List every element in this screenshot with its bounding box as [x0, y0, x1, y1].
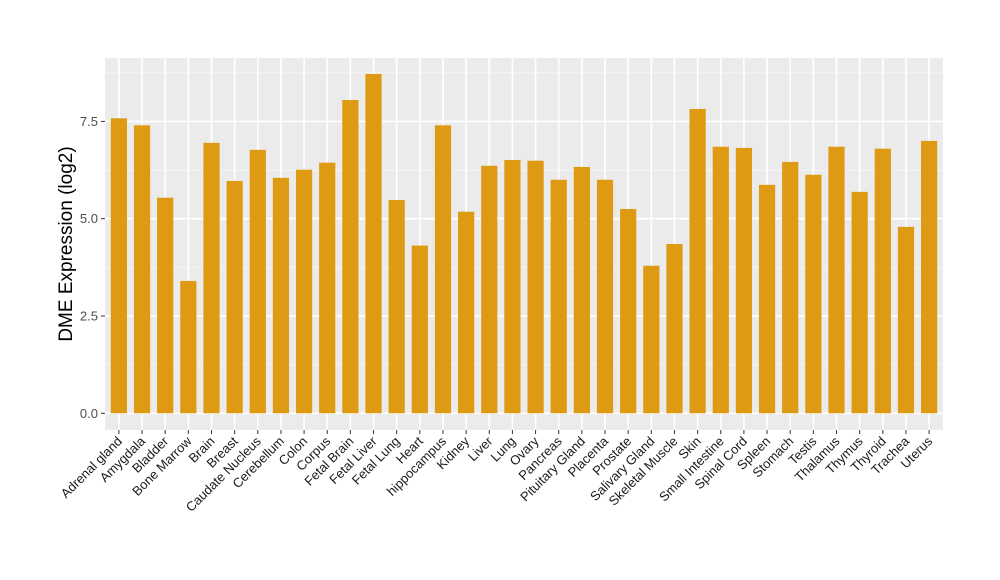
bar-trachea [897, 226, 915, 414]
bar-brain [203, 142, 220, 414]
bar-thalamus [828, 146, 845, 414]
bar-fetal-lung [388, 200, 405, 414]
bar-testis [805, 174, 822, 414]
bar-fetal-brain [342, 100, 359, 414]
y-tick-label: 2.5 [80, 308, 98, 323]
bar-corpus [319, 162, 336, 414]
bar-breast [226, 180, 243, 414]
bar-hippocampus [434, 125, 452, 414]
bar-liver [481, 165, 498, 414]
bar-spleen [758, 184, 776, 414]
bar-uterus [921, 140, 938, 414]
bar-fetal-liver [365, 73, 382, 414]
bar-thyroid [874, 148, 891, 414]
bar-skin [689, 108, 706, 414]
y-axis-title: DME Expression (log2) [56, 146, 77, 341]
bar-adrenal-gland [110, 118, 127, 414]
bar-lung [504, 159, 521, 414]
bar-cerebellum [272, 177, 290, 414]
bar-placenta [596, 179, 614, 414]
bar-bladder [157, 197, 174, 414]
bars [110, 73, 938, 414]
bar-amygdala [133, 125, 151, 414]
bar-stomach [782, 161, 799, 414]
bar-bone-marrow [180, 280, 197, 414]
bar-kidney [458, 211, 475, 414]
bar-skeletal-muscle [666, 244, 683, 414]
bar-heart [411, 245, 428, 414]
y-tick-label: 7.5 [80, 114, 98, 129]
x-tick-label: Liver [465, 433, 496, 464]
bar-spinal-cord [735, 147, 753, 414]
plot-panel [105, 58, 943, 430]
bar-thymus [851, 191, 868, 414]
bar-small-intestine [712, 146, 729, 414]
bar-prostate [620, 208, 637, 414]
y-tick-label: 0.0 [80, 406, 98, 421]
bar-salivary-gland [643, 265, 660, 414]
bar-pituitary-gland [573, 166, 590, 414]
bar-colon [295, 169, 313, 414]
y-axis: 0.0 2.5 5.0 7.5 [80, 114, 105, 421]
bar-ovary [527, 160, 544, 414]
bar-caudate-nucleus [249, 149, 266, 414]
y-tick-label: 5.0 [80, 211, 98, 226]
bar-pancreas [550, 179, 567, 414]
